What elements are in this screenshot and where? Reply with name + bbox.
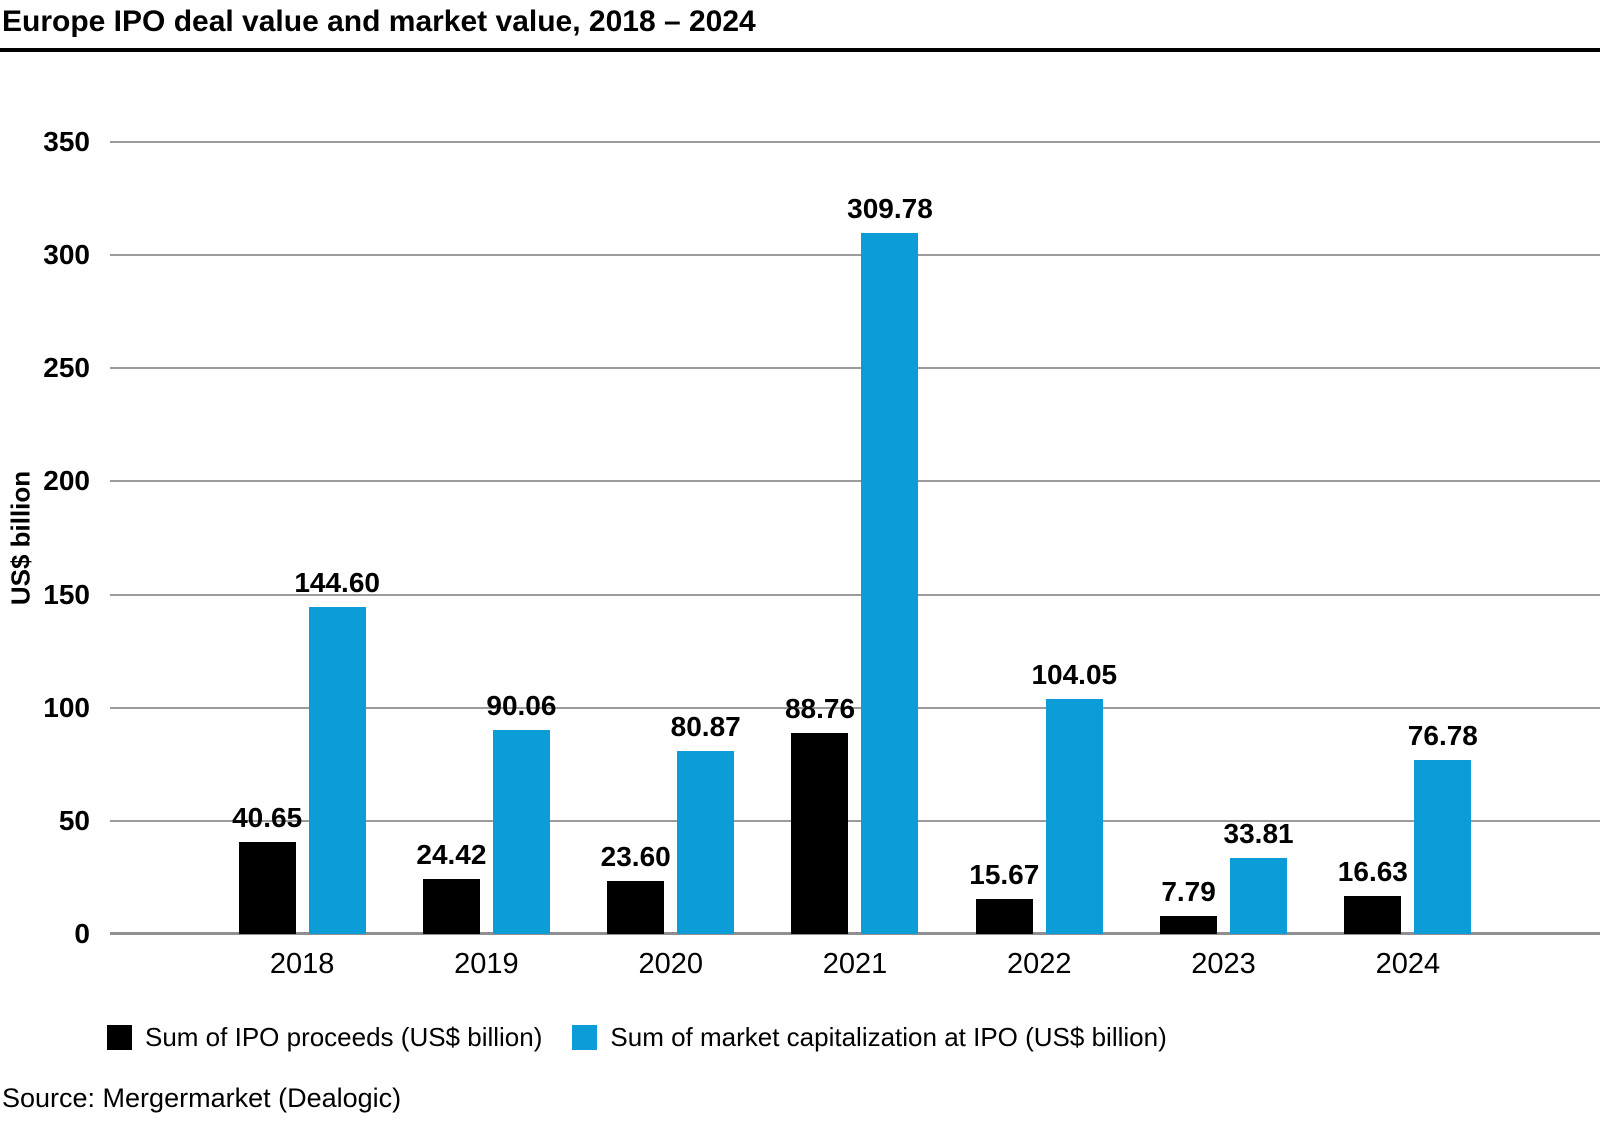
gridline-50: [110, 819, 1600, 822]
bar-2020-series-0: 23.60: [601, 841, 671, 934]
bar-value-label: 23.60: [600, 840, 671, 872]
bar-2018-series-1: 144.60: [294, 567, 380, 934]
bar-value-label: 15.67: [969, 858, 1040, 890]
bar-value-label: 88.76: [784, 693, 856, 725]
bar-value-label: 16.63: [1337, 856, 1408, 888]
bar-2019-series-0: 24.42: [416, 839, 486, 934]
gridline-250: [110, 367, 1600, 370]
source-text: Source: Mergermarket (Dealogic): [2, 1083, 402, 1113]
bar-value-label: 144.60: [294, 566, 380, 598]
legend-item-0: Sum of IPO proceeds (US$ billion): [107, 1022, 542, 1053]
bar-2024-series-1: 76.78: [1408, 720, 1478, 934]
bar-group-2024: 16.63 76.78 2024: [1316, 142, 1500, 980]
bar-groups: 40.65 144.60 2018 24.42 90.06 2019 23.60 80.87 2…: [210, 142, 1500, 980]
y-tick-label-100: 100: [43, 691, 90, 723]
bar-value-label: 104.05: [1031, 658, 1118, 690]
bar-2022-series-1: 104.05: [1031, 659, 1117, 934]
gridline-200: [110, 480, 1600, 483]
bar-value-label: 33.81: [1223, 817, 1294, 849]
bar-value-label: 309.78: [847, 193, 933, 225]
bar-2023-series-1: 33.81: [1224, 818, 1294, 934]
y-tick-label-350: 350: [43, 126, 90, 157]
bar-value-label: 76.78: [1407, 720, 1478, 752]
bar-value-label: 7.79: [1161, 876, 1216, 908]
gridline-300: [110, 254, 1600, 257]
legend-label: Sum of IPO proceeds (US$ billion): [145, 1022, 543, 1052]
bar-group-2019: 24.42 90.06 2019: [394, 142, 578, 980]
x-axis-label-2021: 2021: [822, 948, 888, 980]
bar-2021-series-0: 88.76: [785, 693, 855, 934]
x-axis-label-2023: 2023: [1191, 948, 1256, 980]
x-axis-label-2018: 2018: [269, 948, 335, 980]
bar-2023-series-0: 7.79: [1160, 876, 1218, 934]
legend: Sum of IPO proceeds (US$ billion) Sum of …: [107, 1022, 1167, 1053]
legend-item-1: Sum of market capitalization at IPO (US$…: [572, 1022, 1167, 1053]
y-tick-label-0: 0: [74, 918, 90, 949]
bar-2018-series-0: 40.65: [232, 802, 302, 934]
bar-value-label: 80.87: [670, 711, 741, 743]
bar-2019-series-1: 90.06: [486, 690, 556, 934]
bar-group-2023: 7.79 33.81 2023: [1131, 142, 1315, 980]
x-axis-label-2019: 2019: [454, 948, 519, 980]
bar-value-label: 24.42: [416, 838, 487, 870]
plot-area: 40.65 144.60 2018 24.42 90.06 2019 23.60 80.87 2…: [110, 141, 1600, 980]
bar-2020-series-1: 80.87: [671, 711, 741, 934]
gridline-350: [110, 141, 1600, 143]
bar-2022-series-0: 15.67: [969, 859, 1039, 934]
bar-value-label: 90.06: [486, 690, 557, 722]
gridline-100: [110, 706, 1600, 709]
y-tick-label-250: 250: [43, 352, 90, 384]
legend-swatch-icon: [572, 1025, 598, 1050]
legend-swatch-icon: [107, 1025, 132, 1050]
gridline-150: [110, 593, 1600, 596]
bar-group-2020: 23.60 80.87 2020: [579, 142, 763, 980]
y-tick-label-150: 150: [43, 578, 90, 610]
bar-group-2018: 40.65 144.60 2018: [210, 142, 394, 980]
x-axis-line: [110, 932, 1600, 935]
y-axis-ticks: 0 50 100 150 200 250 300 350: [0, 126, 90, 949]
bar-2021-series-1: 309.78: [847, 193, 933, 934]
x-axis-label-2024: 2024: [1375, 948, 1441, 980]
x-axis-label-2020: 2020: [638, 948, 703, 980]
title-divider: [0, 48, 1600, 52]
bar-group-2021: 88.76 309.78 2021: [763, 142, 947, 980]
x-axis-label-2022: 2022: [1007, 948, 1072, 980]
bar-value-label: 40.65: [232, 802, 303, 834]
bar-group-2022: 15.67 104.05 2022: [947, 142, 1131, 980]
bar-2024-series-0: 16.63: [1338, 856, 1408, 934]
page-title: Europe IPO deal value and market value, …: [2, 5, 756, 38]
legend-label: Sum of market capitalization at IPO (US$…: [610, 1022, 1167, 1052]
y-tick-label-300: 300: [43, 239, 90, 271]
y-tick-label-50: 50: [58, 804, 90, 836]
y-tick-label-200: 200: [43, 465, 90, 497]
